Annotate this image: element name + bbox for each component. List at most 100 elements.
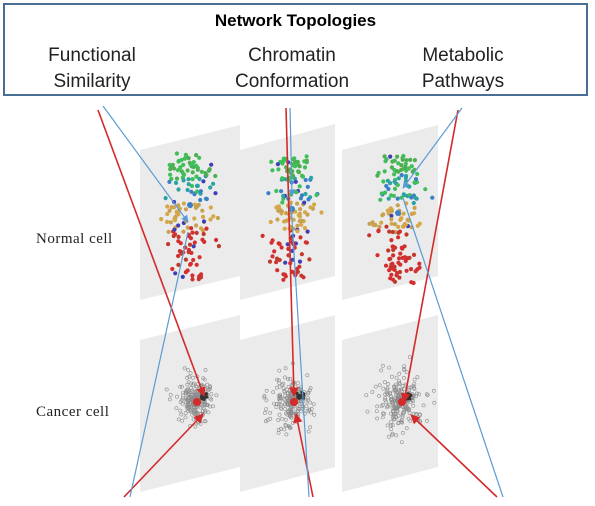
network-node bbox=[406, 416, 411, 421]
network-node bbox=[185, 404, 190, 409]
network-node bbox=[283, 366, 288, 371]
network-node bbox=[401, 211, 406, 216]
network-node bbox=[302, 165, 308, 170]
network-node bbox=[167, 397, 172, 402]
network-node bbox=[194, 174, 199, 179]
network-node bbox=[183, 390, 188, 395]
network-node bbox=[214, 393, 219, 398]
network-node bbox=[390, 405, 395, 410]
network-node bbox=[403, 258, 408, 264]
network-node bbox=[186, 156, 191, 161]
network-node bbox=[389, 213, 394, 218]
network-node bbox=[301, 275, 306, 280]
network-node bbox=[283, 393, 288, 398]
network-node bbox=[396, 393, 401, 398]
network-node bbox=[407, 184, 412, 189]
network-node bbox=[175, 394, 179, 399]
network-node bbox=[399, 440, 404, 445]
network-node bbox=[399, 167, 404, 172]
network-node bbox=[173, 180, 179, 185]
network-node bbox=[375, 404, 380, 409]
network-node bbox=[388, 154, 393, 159]
row-label-normal-cell: Normal cell bbox=[36, 231, 113, 247]
network-node bbox=[378, 197, 383, 202]
network-node bbox=[185, 390, 190, 395]
network-node bbox=[211, 181, 216, 186]
network-node bbox=[377, 383, 382, 388]
network-node bbox=[188, 236, 194, 241]
network-node bbox=[402, 364, 407, 369]
network-node bbox=[415, 171, 420, 177]
network-node bbox=[275, 377, 279, 382]
network-node bbox=[267, 259, 273, 264]
column-label-metabolic-pathways: Metabolic Pathways bbox=[388, 43, 538, 95]
network-node bbox=[297, 184, 302, 189]
network-node bbox=[276, 378, 281, 383]
network-node bbox=[270, 168, 275, 173]
network-node bbox=[388, 181, 393, 186]
hub-cluster-node bbox=[408, 397, 412, 401]
network-node bbox=[407, 388, 411, 392]
network-node bbox=[185, 187, 190, 193]
network-node bbox=[274, 205, 279, 210]
network-node bbox=[412, 211, 417, 216]
network-node bbox=[404, 426, 409, 431]
network-node bbox=[288, 376, 293, 381]
network-node bbox=[432, 400, 437, 405]
network-node bbox=[283, 417, 288, 422]
network-node bbox=[262, 394, 267, 398]
network-node bbox=[271, 390, 276, 395]
network-node bbox=[276, 167, 281, 172]
network-node bbox=[402, 410, 407, 415]
network-node bbox=[287, 412, 292, 417]
network-node bbox=[415, 223, 420, 228]
network-node bbox=[274, 401, 279, 406]
arrow-chromatin-red bbox=[285, 107, 299, 397]
network-node bbox=[400, 430, 405, 435]
network-node bbox=[306, 391, 311, 396]
network-node bbox=[394, 375, 399, 380]
network-node bbox=[165, 211, 170, 217]
network-node bbox=[191, 375, 195, 380]
network-node bbox=[296, 213, 301, 218]
network-node bbox=[194, 163, 199, 168]
network-node bbox=[204, 196, 209, 202]
network-node bbox=[407, 385, 412, 390]
network-node bbox=[397, 379, 402, 384]
network-node bbox=[190, 388, 195, 393]
network-node bbox=[169, 176, 174, 181]
network-node bbox=[266, 191, 271, 196]
network-node bbox=[176, 253, 181, 259]
network-node bbox=[276, 402, 281, 407]
network-node bbox=[296, 170, 302, 175]
network-node bbox=[370, 390, 375, 394]
network-node bbox=[279, 189, 284, 194]
network-node bbox=[389, 165, 394, 170]
network-node bbox=[298, 399, 303, 404]
network-node bbox=[172, 216, 177, 221]
network-node bbox=[384, 183, 389, 189]
network-node bbox=[392, 172, 397, 177]
network-node bbox=[389, 217, 394, 222]
network-node bbox=[188, 371, 193, 376]
network-node bbox=[293, 179, 298, 184]
network-node bbox=[174, 151, 179, 156]
network-node bbox=[364, 393, 369, 398]
network-node bbox=[403, 173, 409, 179]
network-node bbox=[180, 171, 186, 176]
network-node bbox=[184, 397, 189, 402]
network-node bbox=[389, 193, 394, 198]
network-node bbox=[299, 218, 305, 223]
network-node bbox=[412, 377, 417, 382]
network-node bbox=[208, 217, 213, 222]
network-node bbox=[408, 157, 413, 162]
arrow-metabolic-blue bbox=[402, 107, 463, 189]
network-node bbox=[190, 273, 195, 278]
network-node bbox=[303, 177, 308, 183]
column-label-line2: Pathways bbox=[421, 71, 505, 92]
network-node bbox=[423, 187, 428, 192]
network-node bbox=[279, 209, 284, 214]
network-node bbox=[262, 395, 267, 400]
network-node bbox=[403, 255, 408, 260]
network-node bbox=[305, 229, 310, 234]
